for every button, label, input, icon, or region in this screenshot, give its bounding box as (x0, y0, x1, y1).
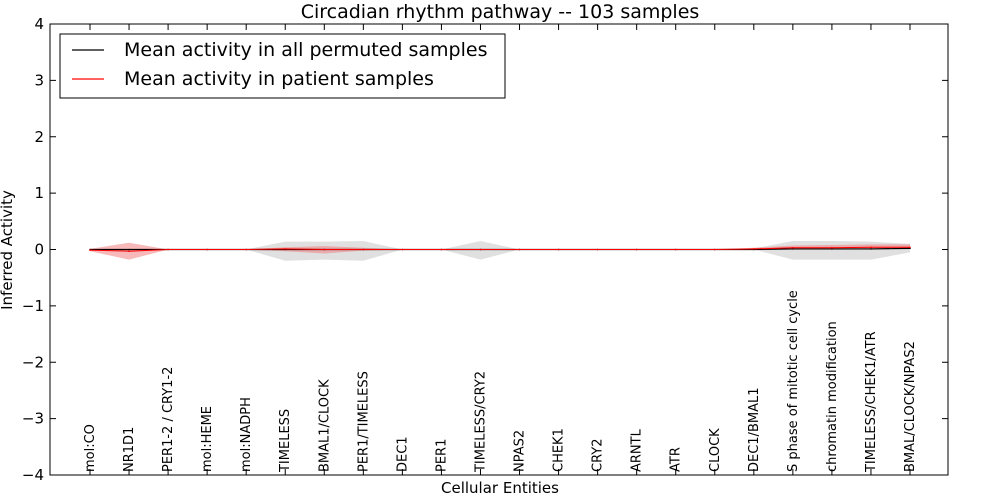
x-tick-label: mol:NADPH (239, 397, 254, 472)
x-axis: mol:CO NR1D1 PER1-2 / CRY1-2 mol:HEME mol:NA… (83, 24, 918, 475)
point-series-1-5 (284, 248, 287, 250)
x-tick-label: PER1 (434, 439, 449, 472)
band-layer (90, 241, 910, 261)
y-axis-label: Inferred Activity (0, 190, 16, 310)
point-series-1-19 (831, 247, 833, 249)
y-tick-label: 4 (34, 15, 44, 33)
y-tick-label: 3 (34, 71, 44, 89)
x-tick-label: DEC1/BMAL1 (747, 388, 762, 473)
y-tick-label: −1 (22, 297, 44, 315)
x-tick-label: CRY2 (591, 439, 606, 473)
legend-label-permuted: Mean activity in all permuted samples (124, 39, 487, 61)
y-axis: 4 3 2 1 0 −1 −2 −3 −4 (22, 15, 948, 484)
x-tick-label: mol:CO (83, 424, 98, 472)
x-tick-label: NR1D1 (122, 427, 137, 472)
band-series-1 (90, 242, 910, 260)
y-tick-label: 1 (34, 184, 44, 202)
band-series-0 (90, 241, 910, 261)
x-tick-label: chromatin modification (825, 321, 840, 472)
x-tick-label: mol:HEME (200, 406, 215, 472)
point-series-1-14 (635, 248, 638, 251)
point-series-1-18 (792, 247, 794, 249)
point-series-1-3 (206, 248, 208, 251)
legend: Mean activity in all permuted samples Me… (59, 33, 506, 99)
point-series-1-15 (674, 248, 677, 251)
point-series-1-0 (89, 249, 91, 251)
x-tick-label: CHEK1 (552, 428, 567, 472)
point-series-1-2 (167, 248, 169, 251)
point-series-1-1 (128, 250, 130, 252)
legend-frame (59, 33, 506, 99)
y-tick-label: 2 (34, 128, 44, 146)
x-tick-label: TIMELESS/CRY2 (473, 371, 488, 473)
x-tick-label: TIMELESS/CHEK1/ATR (864, 331, 879, 473)
chart-title: Circadian rhythm pathway -- 103 samples (301, 1, 700, 23)
point-series-1-21 (909, 246, 911, 249)
y-tick-label: 0 (34, 241, 44, 259)
line-layer (89, 246, 911, 252)
x-tick-label: BMAL1/CLOCK (317, 379, 332, 472)
point-series-1-20 (870, 246, 872, 249)
line-series-1 (89, 246, 910, 252)
x-tick-label: S phase of mitotic cell cycle (786, 290, 801, 472)
y-tick-label: −2 (22, 353, 44, 371)
x-tick-label: NPAS2 (513, 430, 528, 472)
point-series-1-11 (518, 248, 521, 251)
y-tick-label: −3 (22, 410, 44, 428)
point-series-1-8 (401, 248, 404, 251)
point-series-0-21 (909, 247, 911, 250)
point-series-0-20 (870, 248, 872, 250)
point-series-1-10 (479, 248, 482, 251)
x-tick-label: ATR (669, 447, 684, 472)
point-series-0-1 (128, 248, 130, 251)
x-tick-label: TIMELESS (278, 409, 293, 473)
x-axis-label: Cellular Entities (441, 479, 559, 497)
point-series-1-7 (362, 248, 365, 251)
x-tick-label: BMAL/CLOCK/NPAS2 (903, 341, 918, 472)
point-series-1-16 (713, 248, 716, 251)
point-series-1-17 (753, 248, 755, 250)
x-tick-label: DEC1 (395, 436, 410, 472)
point-series-0-19 (831, 248, 833, 250)
x-tick-label: PER1-2 / CRY1-2 (161, 367, 176, 472)
point-series-0-18 (792, 248, 794, 250)
x-tick-label: ARNTL (630, 428, 645, 472)
point-series-1-6 (323, 248, 326, 251)
x-tick-label: PER1/TIMELESS (356, 371, 371, 472)
point-series-1-4 (245, 248, 247, 251)
point-series-1-12 (557, 248, 560, 251)
point-series-1-9 (440, 248, 443, 251)
x-tick-label: CLOCK (708, 428, 723, 472)
point-series-1-13 (596, 248, 599, 251)
legend-label-patient: Mean activity in patient samples (124, 68, 434, 90)
y-tick-label: −4 (22, 466, 44, 484)
